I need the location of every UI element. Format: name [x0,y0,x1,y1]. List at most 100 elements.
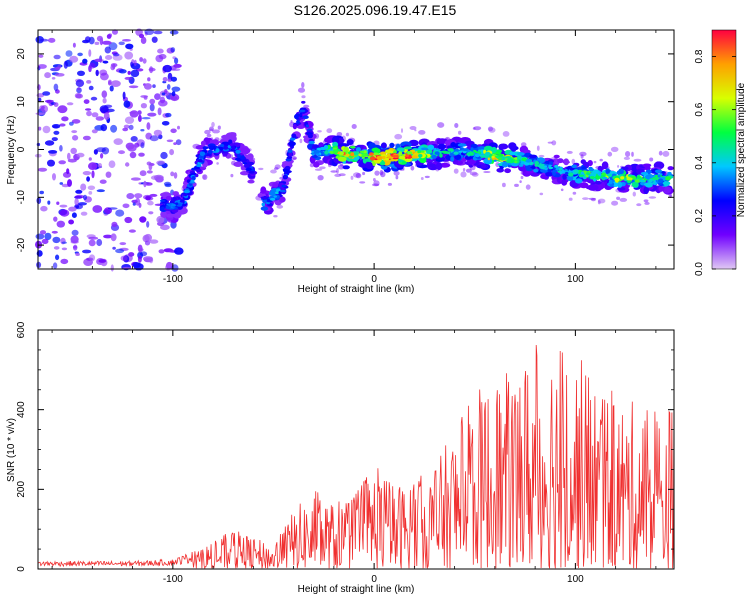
noise-blob [125,162,130,167]
x-tick-label: 100 [567,574,584,585]
spectrogram-y-axis-title: Frequency (Hz) [6,116,17,185]
ridge-blob [234,161,242,167]
noise-blob [170,171,175,177]
ridge-blob [190,179,195,183]
ridge-blob [381,155,386,160]
ridge-blob [165,195,172,201]
noise-blob [63,60,68,69]
ridge-blob [420,150,425,153]
noise-blob [502,131,510,137]
ridge-blob [358,153,362,157]
ridge-blob [658,185,665,192]
noise-blob [88,36,95,45]
noise-blob [53,246,60,250]
ridge-blob [578,174,585,177]
ridge-blob [654,169,663,174]
noise-blob [568,197,573,201]
noise-blob [460,171,467,178]
ridge-blob [281,184,287,188]
noise-blob [89,62,96,69]
ridge-blob [608,179,613,185]
noise-blob [520,175,524,180]
noise-blob [137,255,142,263]
noise-blob [124,51,134,60]
noise-blob [109,85,114,92]
ridge-blob [407,151,413,155]
ridge-blob [663,186,672,194]
ridge-blob [320,146,326,151]
noise-blob [72,42,76,48]
noise-blob [54,73,65,77]
noise-blob [202,174,206,180]
noise-blob [648,196,657,199]
noise-blob [44,99,54,103]
snr-background [38,330,674,569]
ridge-blob [491,155,495,159]
noise-blob [138,152,145,157]
noise-blob [525,184,531,190]
noise-blob [87,185,96,191]
noise-blob [139,170,147,177]
ridge-blob [288,141,296,147]
ridge-blob [207,149,213,154]
ridge-blob [573,169,579,174]
ridge-blob [266,200,273,203]
ridge-blob [562,174,567,180]
noise-blob [156,215,165,224]
noise-blob [172,68,181,71]
noise-blob [617,165,620,168]
noise-blob [53,216,58,222]
noise-blob [44,232,52,241]
ridge-blob [339,151,344,156]
noise-blob [137,110,142,115]
ridge-blob [313,161,320,168]
ridge-blob [483,158,493,165]
noise-blob [103,234,113,239]
snr-y-axis-title: SNR (10 * v/v) [6,418,17,482]
noise-blob [59,182,64,185]
noise-blob [160,151,168,160]
noise-blob [110,80,121,87]
ridge-blob [521,157,527,161]
ridge-blob [439,153,443,158]
noise-blob [158,99,168,107]
noise-blob [359,181,366,184]
noise-blob [161,92,166,96]
ridge-blob [485,151,491,156]
noise-blob [144,182,153,186]
noise-blob [401,128,403,133]
noise-blob [59,209,70,217]
ridge-blob [450,142,457,148]
noise-blob [82,194,88,201]
noise-blob [139,251,148,257]
ridge-blob [279,187,286,191]
noise-blob [129,110,139,118]
noise-blob [539,192,544,196]
ridge-blob [299,109,306,113]
noise-blob [125,142,135,150]
noise-blob [319,166,326,170]
ridge-blob [533,168,539,173]
ridge-blob [367,142,376,150]
noise-blob [610,146,619,152]
noise-blob [177,125,180,130]
noise-blob [88,254,96,262]
noise-blob [144,240,151,246]
noise-blob [149,98,156,105]
colorbar-tick-label: 0.2 [694,209,705,223]
noise-blob [420,177,424,180]
noise-blob [132,262,141,268]
noise-blob [143,256,153,262]
noise-blob [118,150,125,155]
noise-blob [76,152,85,158]
noise-blob [514,183,519,187]
ridge-blob [558,167,563,171]
noise-blob [336,168,339,174]
noise-blob [69,55,79,63]
noise-blob [536,145,540,151]
noise-blob [134,193,143,199]
noise-blob [394,133,403,140]
noise-blob [38,54,44,58]
snr-panel: -100 0 100 0 200 400 600 Height of straight l… [6,321,675,595]
ridge-blob [590,172,597,176]
